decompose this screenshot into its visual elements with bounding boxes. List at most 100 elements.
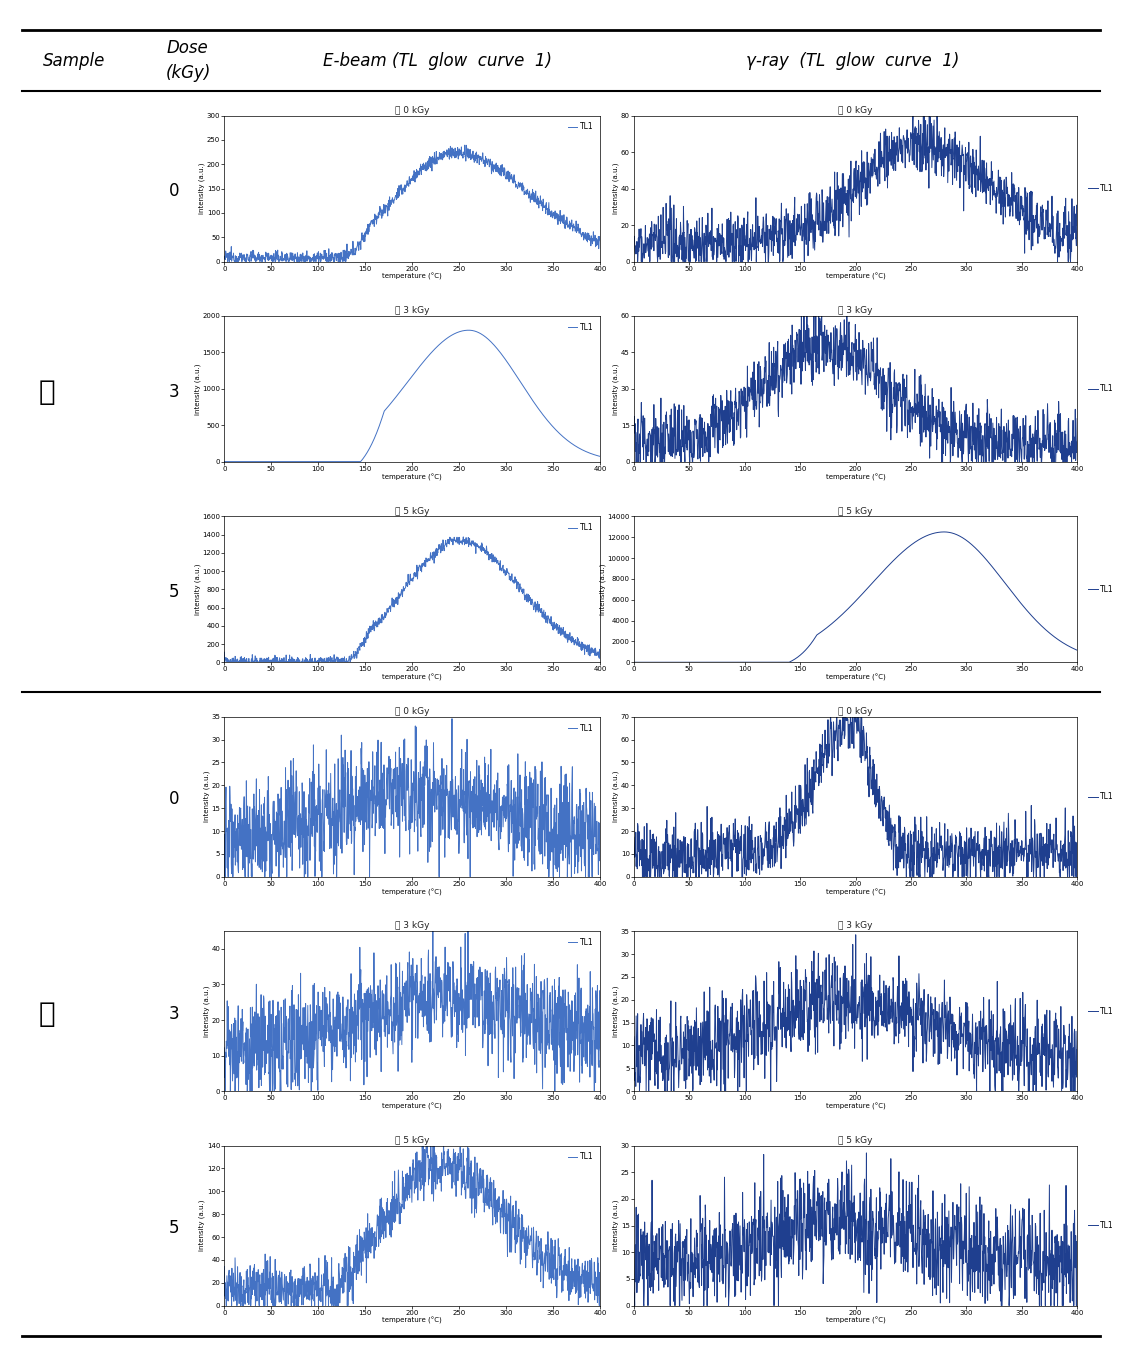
Y-axis label: intensity (a.u.): intensity (a.u.) [613, 1200, 619, 1251]
TL1 [344, 1049, 358, 1065]
Title: 쌌 0 kGy: 쌌 0 kGy [838, 707, 873, 715]
TL1 [594, 823, 607, 839]
TL1 [462, 322, 476, 339]
TL1 [820, 982, 834, 998]
TL1 [415, 160, 429, 177]
TL1 [820, 322, 834, 339]
TL1 [627, 1287, 641, 1303]
Line: TL1: TL1 [224, 918, 600, 1091]
TL1 [776, 654, 790, 670]
X-axis label: temperature (°C): temperature (°C) [383, 273, 442, 280]
TL1 [426, 1123, 440, 1140]
TL1 [627, 1028, 641, 1044]
TL1 [344, 646, 358, 662]
TL1 [219, 1083, 232, 1099]
TL1 [809, 299, 822, 316]
TL1 [870, 171, 883, 188]
TL1 [268, 1020, 282, 1036]
Text: (kGy): (kGy) [166, 64, 211, 82]
TL1 [636, 869, 650, 885]
Text: Dose: Dose [166, 39, 208, 57]
TL1 [282, 772, 295, 789]
Legend: TL1: TL1 [1085, 789, 1116, 804]
TL1 [415, 555, 429, 571]
TL1 [861, 144, 874, 160]
TL1 [268, 812, 282, 828]
Y-axis label: intensity (a.u.): intensity (a.u.) [199, 163, 205, 215]
Legend: TL1: TL1 [565, 120, 597, 135]
TL1 [457, 529, 470, 545]
TL1 [282, 1285, 295, 1302]
TL1 [423, 552, 436, 568]
Y-axis label: intensity (a.u.): intensity (a.u.) [613, 986, 619, 1036]
TL1 [702, 453, 716, 469]
TL1 [627, 422, 641, 438]
TL1 [423, 966, 436, 982]
Line: TL1: TL1 [224, 330, 600, 461]
Legend: TL1: TL1 [1085, 1219, 1116, 1234]
TL1 [381, 994, 395, 1010]
Title: 밀 0 kGy: 밀 0 kGy [838, 106, 873, 114]
TL1 [687, 1080, 700, 1096]
TL1 [776, 838, 790, 854]
TL1 [870, 766, 883, 782]
TL1 [820, 196, 834, 212]
TL1 [861, 752, 874, 768]
Title: 밀 3 kGy: 밀 3 kGy [838, 306, 873, 316]
Title: 쌌 5 kGy: 쌌 5 kGy [395, 1136, 430, 1145]
TL1 [1070, 642, 1084, 658]
Title: 쌌 5 kGy: 쌌 5 kGy [838, 1136, 873, 1145]
Line: TL1: TL1 [634, 1153, 1077, 1306]
X-axis label: temperature (°C): temperature (°C) [383, 473, 442, 480]
TL1 [282, 1015, 295, 1031]
TL1 [870, 1295, 883, 1311]
Text: 5: 5 [168, 1220, 180, 1238]
Text: Sample: Sample [43, 52, 105, 69]
Title: 밀 5 kGy: 밀 5 kGy [395, 506, 430, 515]
TL1 [218, 1258, 231, 1274]
Title: 쌌 3 kGy: 쌌 3 kGy [395, 921, 430, 930]
TL1 [819, 620, 833, 636]
Y-axis label: intensity (a.u.): intensity (a.u.) [599, 563, 606, 615]
Y-axis label: intensity (a.u.): intensity (a.u.) [613, 771, 619, 823]
Y-axis label: intensity (a.u.): intensity (a.u.) [194, 563, 201, 615]
TL1 [218, 250, 231, 267]
Text: 0: 0 [168, 790, 180, 808]
TL1 [820, 736, 834, 752]
X-axis label: temperature (°C): temperature (°C) [383, 1103, 442, 1110]
Line: TL1: TL1 [224, 718, 600, 877]
TL1 [627, 654, 641, 670]
TL1 [218, 645, 231, 661]
TL1 [776, 233, 790, 249]
TL1 [1070, 411, 1084, 427]
TL1 [776, 1213, 790, 1229]
Text: 5: 5 [168, 583, 180, 601]
TL1 [381, 602, 395, 619]
TL1 [628, 1297, 642, 1314]
Text: 3: 3 [168, 382, 180, 401]
TL1 [423, 150, 436, 166]
TL1 [218, 453, 231, 469]
TL1 [702, 1030, 716, 1046]
X-axis label: temperature (°C): temperature (°C) [383, 1316, 442, 1325]
Y-axis label: intensity (a.u.): intensity (a.u.) [203, 771, 210, 823]
TL1 [594, 641, 607, 657]
Legend: TL1: TL1 [1085, 381, 1116, 397]
TL1 [861, 371, 874, 388]
Line: TL1: TL1 [634, 934, 1077, 1091]
TL1 [344, 453, 358, 469]
X-axis label: temperature (°C): temperature (°C) [826, 1103, 885, 1110]
TL1 [870, 355, 883, 371]
TL1 [282, 252, 295, 268]
TL1 [776, 974, 790, 990]
Y-axis label: intensity (a.u.): intensity (a.u.) [199, 1200, 205, 1251]
TL1 [267, 453, 280, 469]
Legend: TL1: TL1 [1085, 1004, 1116, 1019]
TL1 [627, 230, 641, 246]
Title: 밀 5 kGy: 밀 5 kGy [838, 506, 873, 515]
Line: TL1: TL1 [634, 112, 1077, 261]
TL1 [458, 137, 471, 154]
Y-axis label: intensity (a.u.): intensity (a.u.) [613, 363, 619, 415]
Legend: TL1: TL1 [1085, 582, 1116, 597]
TL1 [702, 839, 716, 855]
